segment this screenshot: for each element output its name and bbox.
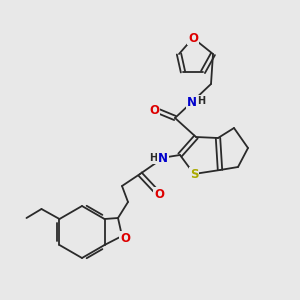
Text: S: S [190, 167, 198, 181]
Text: H: H [149, 153, 157, 163]
Text: H: H [197, 96, 205, 106]
Text: O: O [120, 232, 130, 244]
Text: O: O [149, 104, 159, 118]
Text: O: O [188, 32, 198, 44]
Text: N: N [187, 95, 197, 109]
Text: O: O [154, 188, 164, 200]
Text: N: N [158, 152, 168, 164]
